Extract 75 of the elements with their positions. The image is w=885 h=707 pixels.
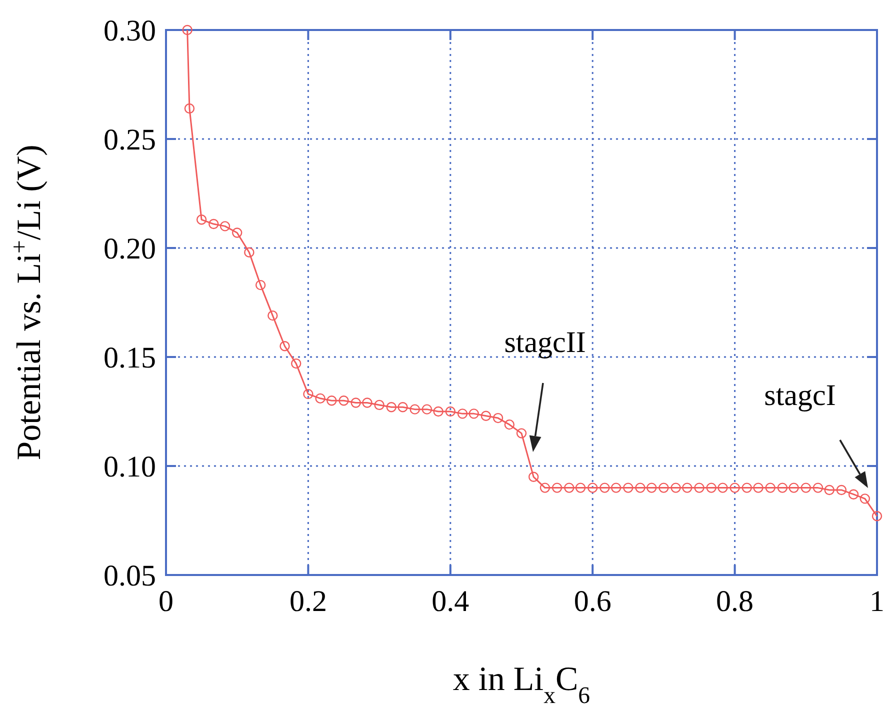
point [492, 412, 504, 424]
point [564, 482, 574, 493]
x-tick-label: 0.8 [716, 585, 754, 618]
point [291, 358, 302, 369]
point [528, 472, 539, 482]
point [753, 482, 764, 493]
point [610, 482, 622, 493]
x-tick-label: 1 [870, 585, 884, 618]
annotation: stagcII [504, 326, 586, 359]
y-tick-label: 0.10 [104, 450, 156, 484]
point [433, 406, 444, 417]
point [386, 402, 396, 412]
point [398, 402, 408, 412]
point [255, 280, 266, 290]
point [350, 398, 361, 408]
point [208, 218, 219, 230]
point [422, 404, 432, 414]
point [504, 419, 515, 430]
point [196, 214, 207, 225]
point [694, 482, 704, 493]
x-axis-title: x in Li$_{x}$C$_{6}$ [452, 661, 590, 707]
point [540, 482, 550, 493]
point [457, 408, 468, 419]
point [623, 482, 634, 493]
annotation: stagcI [764, 379, 836, 412]
point [836, 484, 847, 496]
point [848, 489, 859, 500]
point [374, 400, 384, 410]
point [635, 482, 646, 493]
point [670, 482, 681, 493]
point [742, 482, 752, 493]
point [658, 482, 669, 493]
point [326, 396, 337, 406]
point [338, 396, 349, 406]
point [362, 398, 372, 408]
x-tick-label: 0 [158, 585, 174, 618]
point [730, 482, 740, 493]
point [445, 406, 456, 417]
point [303, 388, 314, 400]
point [824, 484, 834, 496]
x-tick-label: 0.4 [432, 585, 470, 618]
point [232, 228, 242, 238]
y-tick-label: 0.15 [104, 342, 156, 374]
point [860, 494, 870, 504]
point [718, 482, 728, 493]
point [468, 408, 479, 419]
point [682, 482, 692, 493]
point [280, 341, 290, 352]
y-tick-label: 0.20 [104, 232, 156, 266]
point [812, 482, 824, 493]
point [872, 511, 882, 522]
x-tick-label: 0.2 [289, 585, 327, 618]
point [552, 482, 562, 493]
point [220, 221, 230, 232]
point [588, 482, 598, 493]
point [800, 482, 811, 493]
point [244, 247, 254, 258]
point [600, 482, 610, 493]
point [788, 482, 799, 493]
point [268, 310, 278, 321]
point [516, 428, 527, 438]
point [182, 24, 192, 36]
y-tick-label: 0.25 [104, 124, 156, 156]
point [480, 410, 492, 421]
point [777, 482, 788, 493]
point [575, 482, 586, 493]
point [765, 482, 776, 493]
y-tick-label: 0.05 [104, 560, 156, 592]
point [706, 482, 716, 493]
x-tick-label: 0.6 [574, 585, 612, 618]
point [315, 393, 326, 404]
y-tick-label: 0.30 [104, 14, 156, 48]
point [410, 404, 420, 414]
point [646, 482, 657, 493]
point [184, 103, 195, 114]
